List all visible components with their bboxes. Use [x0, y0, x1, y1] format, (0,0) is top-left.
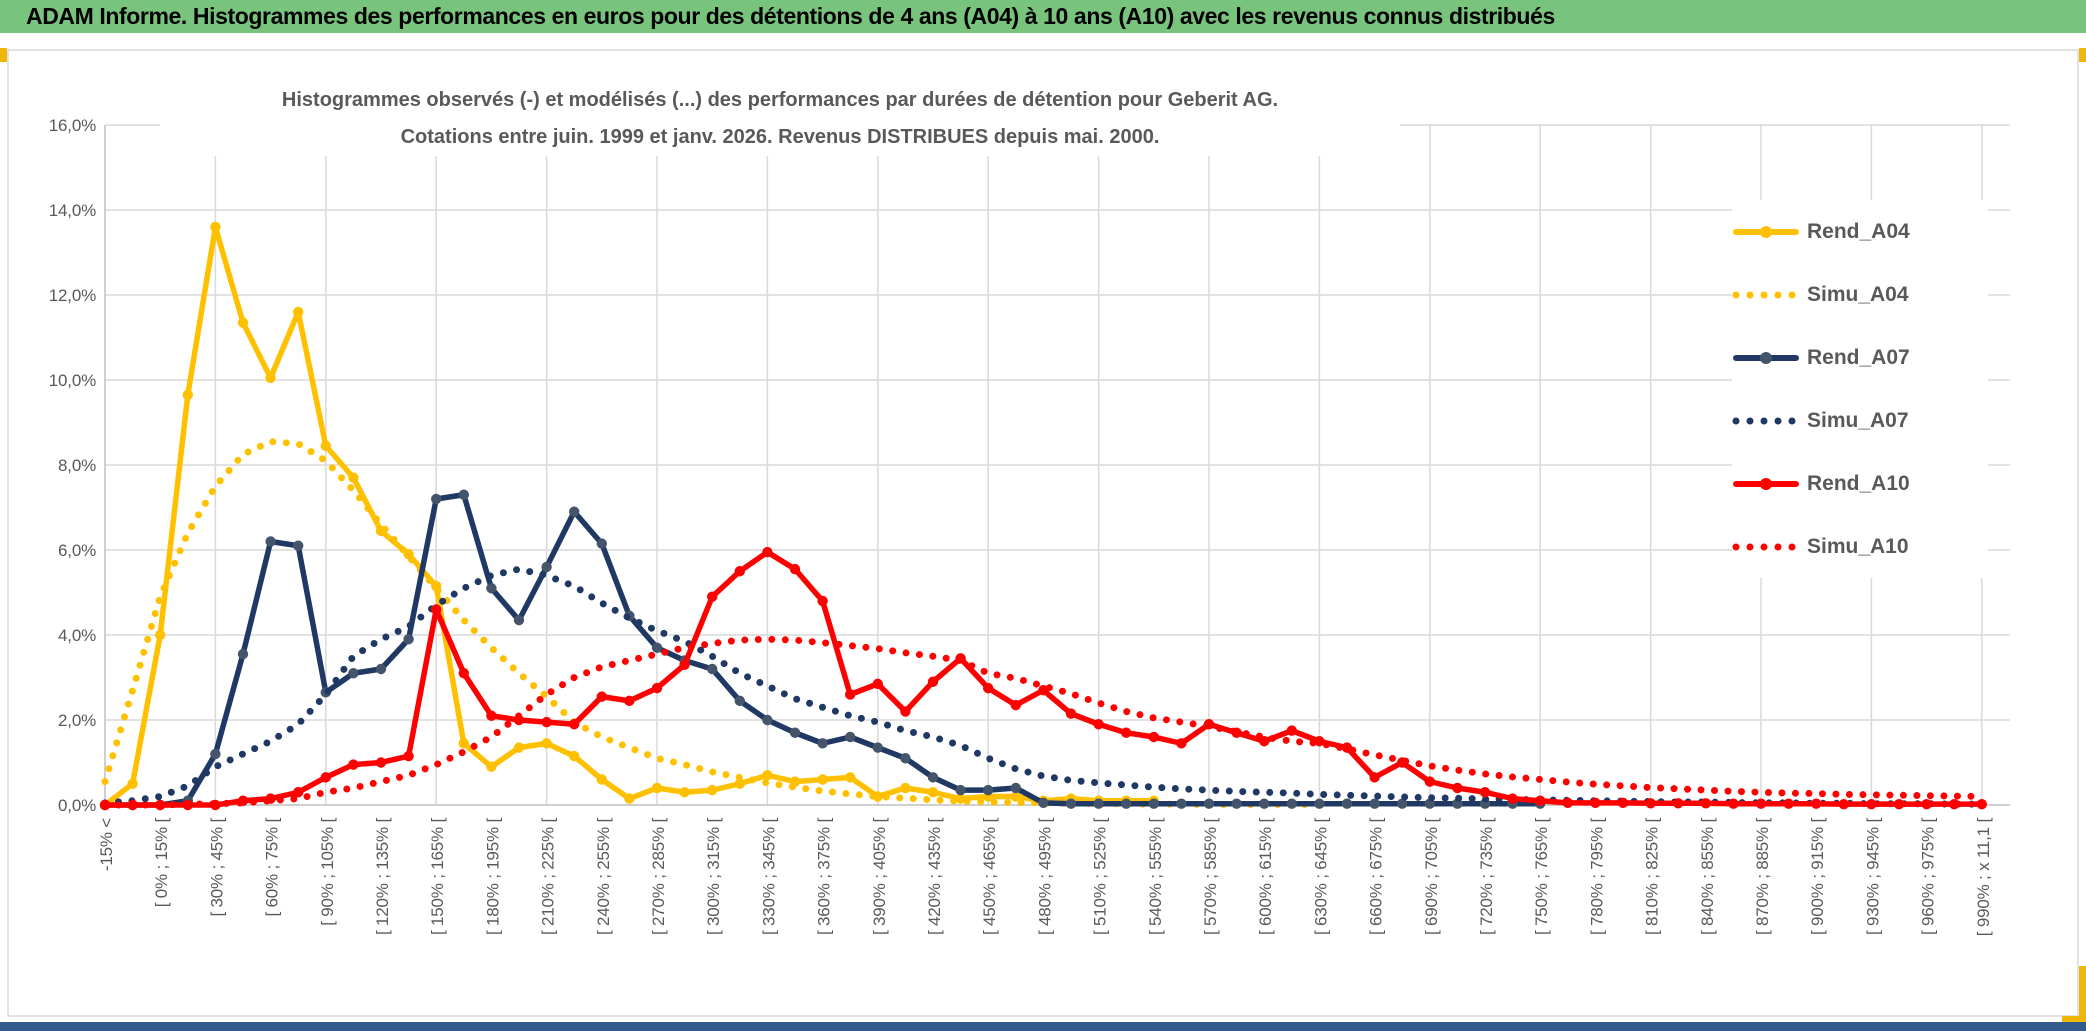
svg-text:[ 390% ; 405% [: [ 390% ; 405% [: [870, 818, 889, 935]
app-title-bar: ADAM Informe. Histogrammes des performan…: [0, 0, 2086, 33]
svg-text:[ 750% ; 765% [: [ 750% ; 765% [: [1532, 818, 1551, 935]
legend-entry-Simu_A07: Simu_A07: [1732, 389, 1988, 452]
svg-text:[ 690% ; 705% [: [ 690% ; 705% [: [1422, 818, 1441, 935]
solid-line-swatch-icon: [1733, 477, 1799, 490]
chart-title-line2: Cotations entre juin. 1999 et janv. 2026…: [400, 126, 1160, 148]
svg-text:2,0%: 2,0%: [58, 711, 96, 730]
svg-text:8,0%: 8,0%: [58, 456, 96, 475]
svg-text:[ 240% ; 255% [: [ 240% ; 255% [: [594, 818, 613, 935]
svg-text:[ 900% ; 915% [: [ 900% ; 915% [: [1808, 818, 1827, 935]
svg-text:[ 210% ; 225% [: [ 210% ; 225% [: [539, 818, 558, 935]
svg-text:[ 150% ; 165% [: [ 150% ; 165% [: [428, 818, 447, 935]
svg-text:[ 30% ; 45% [: [ 30% ; 45% [: [207, 818, 226, 917]
svg-text:-15% <: -15% <: [97, 818, 116, 871]
svg-text:[ 600% ; 615% [: [ 600% ; 615% [: [1256, 818, 1275, 935]
svg-text:4,0%: 4,0%: [58, 626, 96, 645]
legend-label: Rend_A10: [1807, 471, 1910, 495]
svg-text:[ 540% ; 555% [: [ 540% ; 555% [: [1146, 818, 1165, 935]
chart-title-line1: Histogrammes observés (-) et modélisés (…: [281, 89, 1279, 111]
svg-text:[ 870% ; 885% [: [ 870% ; 885% [: [1753, 818, 1772, 935]
dotted-line-swatch-icon: [1732, 417, 1800, 424]
svg-text:[ 780% ; 795% [: [ 780% ; 795% [: [1587, 818, 1606, 935]
svg-text:[ 720% ; 735% [: [ 720% ; 735% [: [1477, 818, 1496, 935]
svg-text:16,0%: 16,0%: [49, 116, 96, 135]
svg-text:12,0%: 12,0%: [49, 286, 96, 305]
solid-line-swatch-icon: [1733, 351, 1799, 364]
legend-label: Simu_A10: [1807, 534, 1909, 558]
svg-text:[ 420% ; 435% [: [ 420% ; 435% [: [925, 818, 944, 935]
legend: Rend_A04 Simu_A04 Rend_A07 Simu_A07 Rend_A10…: [1732, 200, 1988, 578]
svg-text:0,0%: 0,0%: [58, 796, 96, 815]
svg-text:[ 90% ; 105% [: [ 90% ; 105% [: [318, 818, 337, 926]
svg-text:[ 510% ; 525% [: [ 510% ; 525% [: [1091, 818, 1110, 935]
dotted-line-swatch-icon: [1732, 291, 1800, 298]
svg-text:[ 450% ; 465% [: [ 450% ; 465% [: [980, 818, 999, 935]
sheet-accent-corner-top-right: [2079, 48, 2086, 62]
svg-text:6,0%: 6,0%: [58, 541, 96, 560]
svg-text:[ 810% ; 825% [: [ 810% ; 825% [: [1643, 818, 1662, 935]
svg-text:[ 360% ; 375% [: [ 360% ; 375% [: [815, 818, 834, 935]
svg-text:[ 960% ; 975% [: [ 960% ; 975% [: [1919, 818, 1938, 935]
legend-entry-Rend_A10: Rend_A10: [1732, 452, 1988, 515]
svg-text:[ 930% ; 945% [: [ 930% ; 945% [: [1863, 818, 1882, 935]
legend-label: Simu_A04: [1807, 282, 1909, 306]
sheet-accent-corner-top-left: [0, 48, 7, 62]
legend-entry-Rend_A07: Rend_A07: [1732, 326, 1988, 389]
svg-text:[ 270% ; 285% [: [ 270% ; 285% [: [649, 818, 668, 935]
app-title: ADAM Informe. Histogrammes des performan…: [26, 3, 1555, 29]
svg-text:[ 330% ; 345% [: [ 330% ; 345% [: [759, 818, 778, 935]
legend-entry-Simu_A04: Simu_A04: [1732, 263, 1988, 326]
sheet-accent-corner-bottom-right-vertical: [2079, 966, 2086, 1016]
bottom-scrollbar: [0, 1022, 2086, 1031]
svg-text:[ 0% ; 15% [: [ 0% ; 15% [: [152, 818, 171, 908]
svg-text:[ 630% ; 645% [: [ 630% ; 645% [: [1311, 818, 1330, 935]
svg-text:[ 660% ; 675% [: [ 660% ; 675% [: [1367, 818, 1386, 935]
svg-text:10,0%: 10,0%: [49, 371, 96, 390]
legend-entry-Simu_A10: Simu_A10: [1732, 515, 1988, 578]
svg-text:[ 480% ; 495% [: [ 480% ; 495% [: [1035, 818, 1054, 935]
svg-text:[ 840% ; 855% [: [ 840% ; 855% [: [1698, 818, 1717, 935]
svg-text:[ 60% ; 75% [: [ 60% ; 75% [: [263, 818, 282, 917]
svg-text:[ 120% ; 135% [: [ 120% ; 135% [: [373, 818, 392, 935]
svg-text:[ 990% ; x 11,1 [: [ 990% ; x 11,1 [: [1974, 818, 1993, 937]
legend-label: Rend_A04: [1807, 219, 1910, 243]
legend-label: Rend_A07: [1807, 345, 1910, 369]
svg-text:[ 570% ; 585% [: [ 570% ; 585% [: [1201, 818, 1220, 935]
legend-label: Simu_A07: [1807, 408, 1909, 432]
legend-entry-Rend_A04: Rend_A04: [1732, 200, 1988, 263]
svg-text:[ 300% ; 315% [: [ 300% ; 315% [: [704, 818, 723, 935]
solid-line-swatch-icon: [1733, 225, 1799, 238]
chart-title: Histogrammes observés (-) et modélisés (…: [160, 82, 1400, 156]
svg-text:[ 180% ; 195% [: [ 180% ; 195% [: [483, 818, 502, 935]
svg-text:14,0%: 14,0%: [49, 201, 96, 220]
dotted-line-swatch-icon: [1732, 543, 1800, 550]
